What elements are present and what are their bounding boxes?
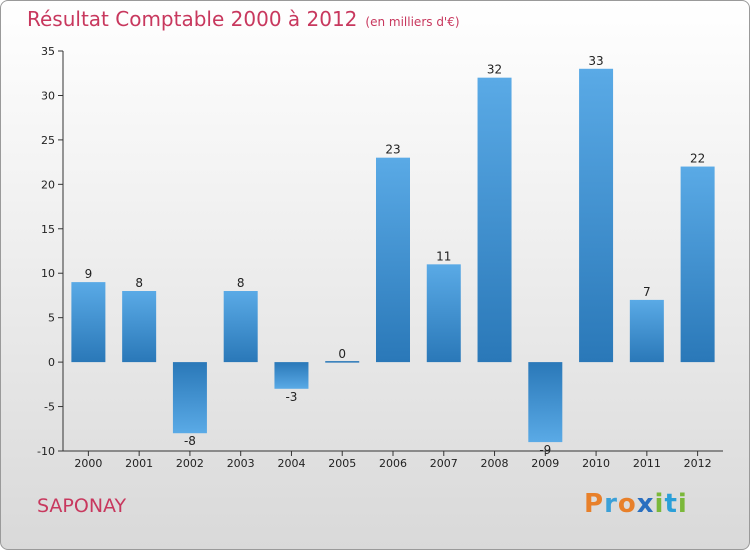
y-tick-label: -10 bbox=[37, 445, 55, 458]
x-tick-label: 2004 bbox=[277, 457, 305, 470]
x-tick-label: 2011 bbox=[633, 457, 661, 470]
bar-value-label: 22 bbox=[690, 152, 705, 166]
logo-letter: t bbox=[664, 489, 678, 519]
y-tick-label: 15 bbox=[41, 223, 55, 236]
bar bbox=[71, 282, 106, 363]
y-tick-label: 20 bbox=[41, 178, 55, 191]
logo-letter: P bbox=[584, 489, 605, 519]
bar bbox=[680, 166, 715, 363]
x-tick-label: 2012 bbox=[684, 457, 712, 470]
bar bbox=[477, 77, 512, 363]
bar-value-label: 7 bbox=[643, 285, 651, 299]
x-tick-label: 2002 bbox=[176, 457, 204, 470]
title-text: Résultat Comptable 2000 à 2012 bbox=[27, 7, 358, 31]
commune-name: SAPONAY bbox=[37, 495, 127, 517]
bar-value-label: -9 bbox=[539, 443, 551, 457]
logo-letter: o bbox=[617, 489, 637, 519]
y-tick-label: 35 bbox=[41, 45, 55, 58]
bar-value-label: 32 bbox=[487, 63, 502, 77]
bar-value-label: 23 bbox=[385, 143, 400, 157]
logo-letter: i bbox=[654, 489, 665, 519]
x-tick-label: 2008 bbox=[481, 457, 509, 470]
x-tick-label: 2007 bbox=[430, 457, 458, 470]
y-tick-label: 5 bbox=[48, 312, 55, 325]
bar bbox=[528, 362, 563, 443]
y-tick-label: 25 bbox=[41, 134, 55, 147]
x-tick-label: 2001 bbox=[125, 457, 153, 470]
x-tick-label: 2006 bbox=[379, 457, 407, 470]
bar bbox=[274, 362, 309, 389]
x-tick-label: 2010 bbox=[582, 457, 610, 470]
bar-value-label: 11 bbox=[436, 249, 451, 263]
bar bbox=[376, 157, 410, 363]
bar-value-label: -3 bbox=[285, 390, 297, 404]
value-labels: 9 8 -8 8 -3 0 23 11 32 -9 33 7 22 bbox=[85, 54, 706, 457]
title-unit: (en milliers d'€) bbox=[365, 15, 460, 29]
y-tick-label: -5 bbox=[44, 401, 55, 414]
bar-value-label: 0 bbox=[338, 347, 346, 361]
y-tick-label: 0 bbox=[48, 356, 55, 369]
x-tick-label: 2000 bbox=[74, 457, 102, 470]
bar-value-label: 9 bbox=[85, 267, 93, 281]
axes: -10 -5 0 5 10 15 20 25 30 35 2000 2001 2002 2003 2004 2… bbox=[37, 45, 723, 470]
bar bbox=[629, 299, 664, 363]
x-tick-label: 2005 bbox=[328, 457, 356, 470]
bar-value-label: 8 bbox=[135, 276, 143, 290]
x-tick-label: 2003 bbox=[227, 457, 255, 470]
bar-value-label: 8 bbox=[237, 276, 245, 290]
bar bbox=[426, 264, 461, 363]
x-tick-label: 2009 bbox=[531, 457, 559, 470]
logo-letter: i bbox=[677, 489, 688, 519]
y-tick-label: 30 bbox=[41, 89, 55, 102]
y-tick-label: 10 bbox=[41, 267, 55, 280]
bar bbox=[325, 361, 360, 363]
bar bbox=[172, 362, 207, 434]
bar bbox=[579, 68, 614, 363]
logo-letter: x bbox=[636, 489, 655, 519]
logo-letter: r bbox=[604, 489, 618, 519]
proxiti-logo[interactable]: Proxiti bbox=[584, 489, 688, 519]
bar bbox=[122, 291, 157, 363]
bar-value-label: -8 bbox=[184, 434, 196, 448]
bar bbox=[223, 291, 258, 363]
bars bbox=[71, 68, 715, 443]
bar-value-label: 33 bbox=[588, 54, 603, 68]
chart-title: Résultat Comptable 2000 à 2012 (en millie… bbox=[27, 7, 460, 31]
